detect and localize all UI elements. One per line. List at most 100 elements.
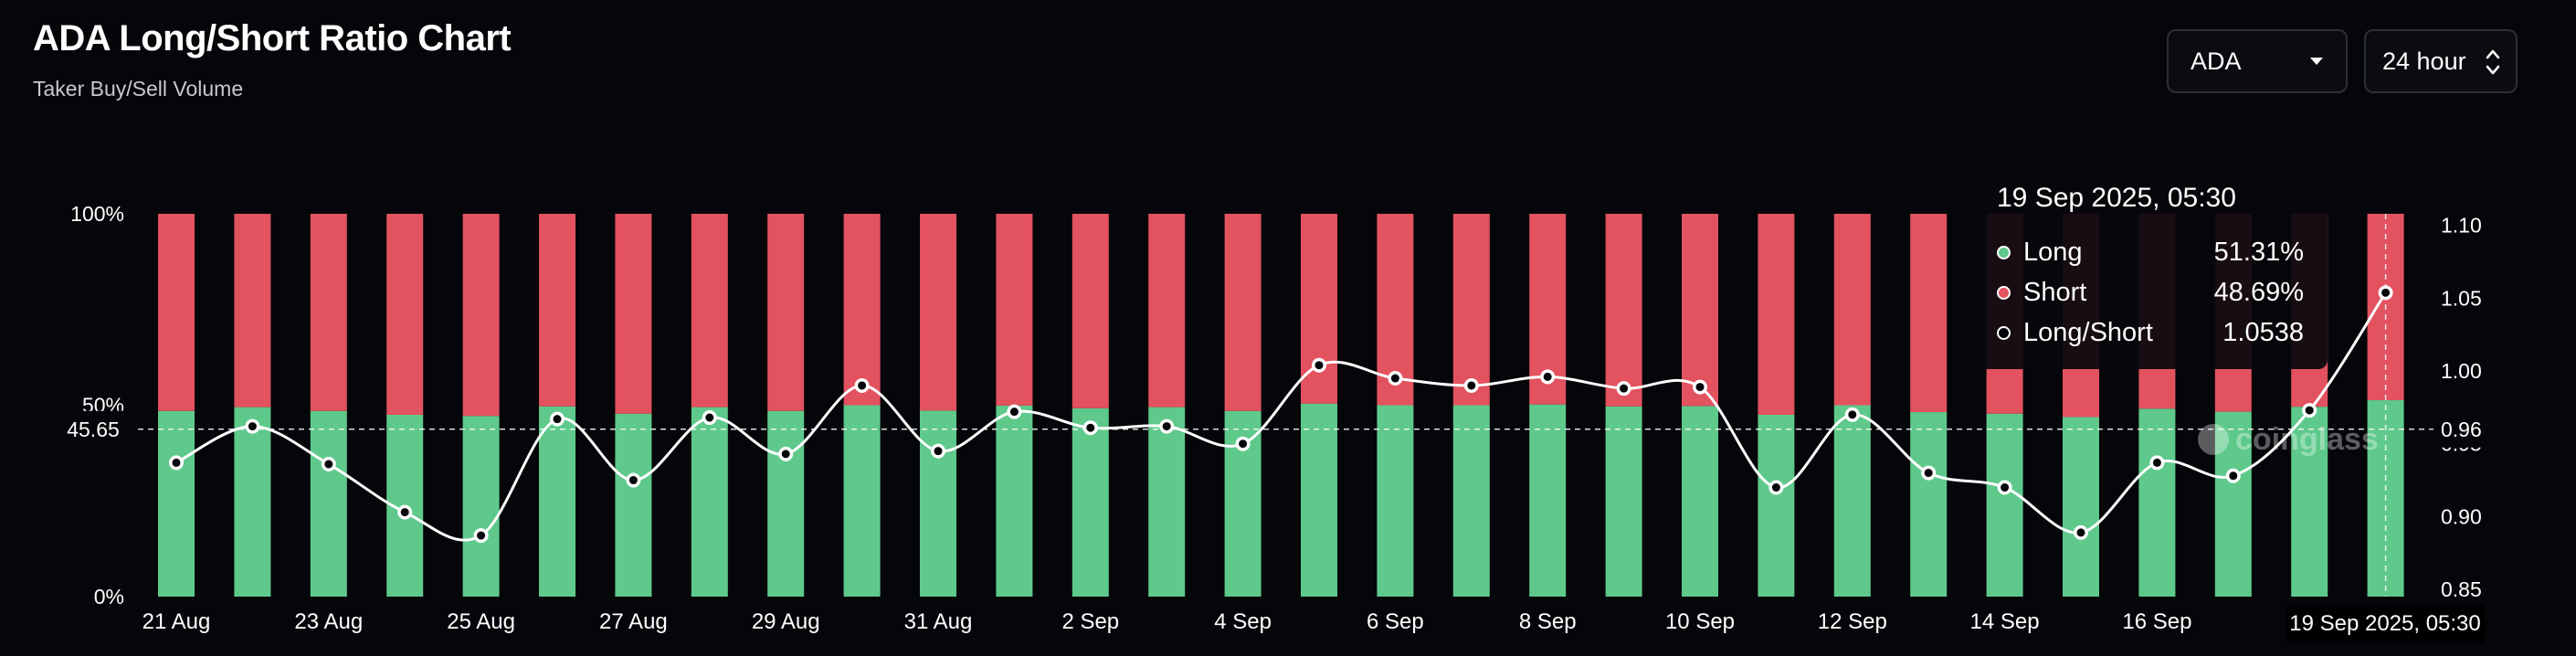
crosshair-left-label: 45.65 <box>67 418 120 441</box>
period-select[interactable]: 24 hour <box>2364 29 2518 93</box>
ratio-point <box>400 508 409 517</box>
x-tick-label: 23 Aug <box>294 609 363 634</box>
long-marker-icon <box>1997 245 2011 259</box>
bar-long-28-aug <box>691 407 728 597</box>
bar-long-27-aug <box>615 413 652 597</box>
x-tick-label: 4 Sep <box>1214 609 1272 634</box>
crosshair-right-label: 0.96 <box>2441 418 2482 441</box>
ratio-point <box>248 422 257 431</box>
x-tick-label: 21 Aug <box>143 609 211 634</box>
bar-short-29-aug <box>767 214 805 411</box>
bar-long-3-sep <box>1148 407 1186 597</box>
ratio-point <box>1239 439 1248 449</box>
x-tick-label: 31 Aug <box>904 609 973 634</box>
bar-short-10-sep <box>1682 214 1718 407</box>
ratio-point <box>2229 471 2238 481</box>
bar-short-12-sep <box>1833 214 1871 406</box>
ratio-point <box>858 381 867 390</box>
bar-short-4-sep <box>1224 214 1262 411</box>
x-tick-label: 6 Sep <box>1367 609 1424 634</box>
bar-long-9-sep <box>1605 406 1642 597</box>
y-right-tick-label: 1.10 <box>2441 214 2482 238</box>
bar-short-3-sep <box>1148 214 1186 407</box>
bar-long-7-sep <box>1452 405 1490 597</box>
bar-short-26-aug <box>539 214 575 407</box>
ratio-point <box>1695 383 1705 392</box>
bar-long-26-aug <box>539 406 575 597</box>
watermark-text: coinglass <box>2235 422 2379 457</box>
tooltip-row-ratio: Long/Short 1.0538 <box>1997 312 2304 353</box>
ratio-point <box>477 531 486 540</box>
ratio-point <box>2076 528 2085 537</box>
bar-long-11-sep <box>1758 414 1795 597</box>
tooltip-value: 1.0538 <box>2222 317 2304 347</box>
bar-long-25-aug <box>462 416 500 597</box>
bar-long-8-sep <box>1529 404 1567 597</box>
chart-tooltip: 19 Sep 2025, 05:30 Long 51.31% Short 48.… <box>1973 153 2328 369</box>
ratio-point <box>172 458 181 467</box>
bar-short-21-aug <box>158 214 195 411</box>
crosshair-x-label: 19 Sep 2025, 05:30 <box>2289 611 2481 636</box>
bar-long-30-aug <box>843 405 881 597</box>
ratio-point <box>1009 407 1019 417</box>
bar-short-27-aug <box>615 214 652 414</box>
tooltip-date: 19 Sep 2025, 05:30 <box>1997 183 2236 213</box>
bar-short-7-sep <box>1452 214 1490 406</box>
bar-short-1-sep <box>996 214 1033 406</box>
y-right-tick-label: 0.85 <box>2441 577 2482 601</box>
bar-long-13-sep <box>1910 412 1948 597</box>
ratio-point <box>1086 423 1095 432</box>
ratio-marker-icon <box>1997 325 2011 340</box>
bar-short-30-aug <box>843 214 881 406</box>
x-tick-label: 10 Sep <box>1665 609 1735 634</box>
ratio-point <box>1467 381 1476 390</box>
ratio-point <box>1314 361 1324 370</box>
bar-short-28-aug <box>691 214 728 407</box>
asset-select[interactable]: ADA <box>2167 29 2348 93</box>
tooltip-value: 48.69% <box>2213 277 2304 307</box>
ratio-point <box>1620 384 1629 393</box>
page-title: ADA Long/Short Ratio Chart <box>33 18 512 58</box>
bar-short-31-aug <box>920 214 956 411</box>
x-tick-label: 16 Sep <box>2122 609 2191 634</box>
tooltip-row-long: Long 51.31% <box>1997 232 2304 272</box>
ratio-point <box>324 460 333 469</box>
crosshair-x-label-bg <box>2286 605 2485 643</box>
x-tick-label: 2 Sep <box>1061 609 1119 634</box>
tooltip-row-short: Short 48.69% <box>1997 272 2304 312</box>
period-select-value: 24 hour <box>2382 47 2466 75</box>
bar-long-16-sep <box>2138 408 2176 597</box>
bar-long-21-aug <box>158 410 195 597</box>
ratio-point <box>1543 372 1552 381</box>
x-tick-label: 29 Aug <box>752 609 820 634</box>
crosshair-left-label-bg <box>49 410 137 448</box>
x-tick-label: 14 Sep <box>1970 609 2040 634</box>
bar-long-2-sep <box>1072 407 1109 597</box>
short-marker-icon <box>1997 285 2011 300</box>
bar-short-13-sep <box>1910 214 1948 413</box>
ratio-point <box>1390 374 1399 383</box>
bar-long-29-aug <box>767 410 805 597</box>
bar-short-23-aug <box>310 214 347 411</box>
asset-select-value: ADA <box>2191 47 2242 75</box>
bar-short-2-sep <box>1072 214 1109 408</box>
ratio-point <box>628 476 638 485</box>
ratio-point <box>1771 483 1780 492</box>
y-right-tick-label: 1.00 <box>2441 359 2482 383</box>
bar-long-10-sep <box>1682 406 1718 597</box>
x-tick-label: 8 Sep <box>1519 609 1577 634</box>
crosshair-right-label-bg <box>2433 410 2494 448</box>
ratio-point <box>2305 406 2314 415</box>
bar-long-15-sep <box>2063 417 2099 597</box>
chart-subtitle: Taker Buy/Sell Volume <box>33 77 244 101</box>
bar-long-31-aug <box>920 410 956 597</box>
watermark-logo-icon <box>2198 424 2229 455</box>
caret-down-icon <box>2310 58 2323 65</box>
x-tick-label: 12 Sep <box>1818 609 1887 634</box>
ratio-point <box>1848 410 1857 419</box>
bar-long-1-sep <box>996 405 1033 597</box>
bar-long-6-sep <box>1377 405 1414 597</box>
chevron-updown-icon <box>2486 49 2500 75</box>
tooltip-label: Long/Short <box>2023 317 2153 347</box>
ratio-point <box>2152 458 2161 467</box>
